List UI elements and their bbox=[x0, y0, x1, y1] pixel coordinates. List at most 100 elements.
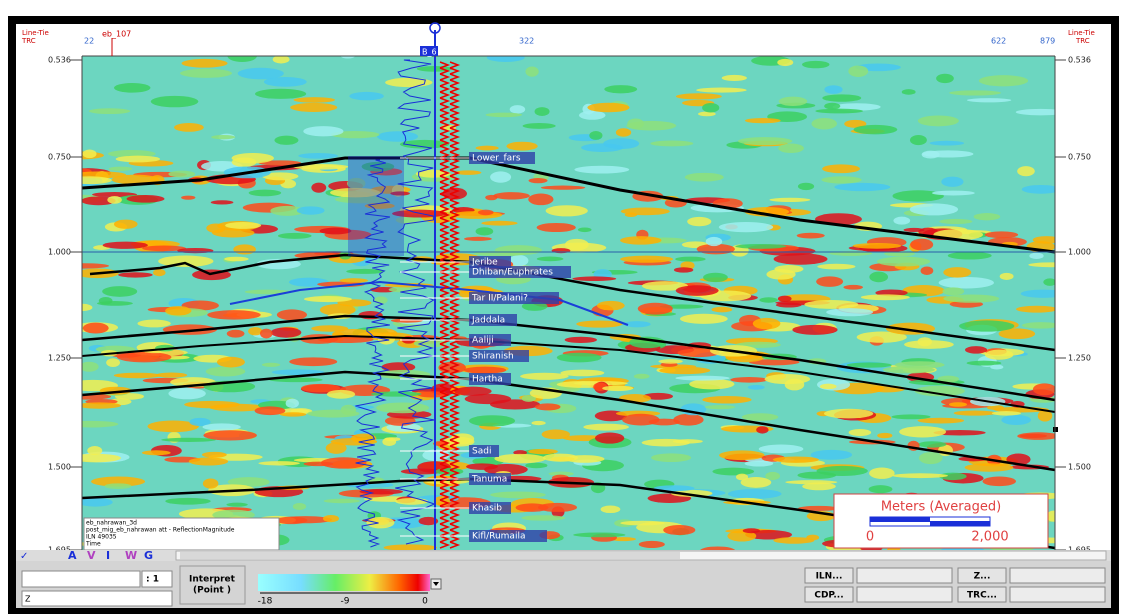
input-field[interactable] bbox=[21, 570, 141, 588]
synthetic-trace bbox=[449, 85, 461, 93]
synthetic-trace bbox=[439, 355, 451, 363]
seismic-blob bbox=[285, 398, 299, 408]
log-curve bbox=[395, 59, 436, 545]
synthetic-trace bbox=[449, 289, 461, 297]
step-field[interactable] bbox=[141, 570, 173, 588]
z-field[interactable] bbox=[21, 590, 173, 607]
synthetic-trace bbox=[449, 283, 461, 291]
horizon-label: Aaliji bbox=[472, 336, 494, 346]
field[interactable] bbox=[856, 586, 953, 603]
seismic-blob bbox=[982, 476, 1017, 487]
horizon-label: Khasib bbox=[472, 504, 502, 514]
seismic-blob bbox=[260, 328, 273, 339]
seismic-blob bbox=[319, 227, 352, 235]
field[interactable] bbox=[1009, 567, 1106, 584]
seismic-blob bbox=[82, 497, 113, 507]
synthetic-trace bbox=[439, 169, 451, 177]
synthetic-trace bbox=[439, 391, 451, 399]
synthetic-trace bbox=[439, 511, 451, 519]
seismic-blob bbox=[521, 515, 566, 521]
synthetic-trace bbox=[449, 271, 461, 279]
field[interactable] bbox=[856, 567, 953, 584]
seismic-blob bbox=[572, 276, 617, 281]
seismic-blob bbox=[388, 287, 413, 293]
seismic-blob bbox=[347, 177, 366, 190]
field[interactable] bbox=[1009, 586, 1106, 603]
seismic-blob bbox=[370, 286, 398, 293]
seismic-blob bbox=[764, 373, 811, 385]
seismic-blob bbox=[721, 74, 747, 82]
seismic-blob bbox=[909, 203, 959, 216]
seismic-blob bbox=[984, 231, 1019, 239]
synthetic-trace bbox=[449, 433, 461, 441]
button[interactable] bbox=[957, 567, 1007, 584]
mode-button[interactable] bbox=[179, 565, 246, 605]
seismic-blob bbox=[966, 360, 1002, 366]
synthetic-trace bbox=[449, 73, 461, 81]
trc-tick: 622 bbox=[991, 37, 1006, 46]
button[interactable] bbox=[804, 567, 854, 584]
seismic-blob bbox=[509, 105, 526, 114]
seismic-blob bbox=[370, 391, 422, 397]
synthetic-trace bbox=[439, 187, 451, 195]
seismic-blob bbox=[1015, 108, 1055, 116]
button[interactable] bbox=[804, 586, 854, 603]
seismic-blob bbox=[1032, 236, 1055, 244]
seismic-blob bbox=[82, 420, 119, 428]
seismic-blob bbox=[696, 87, 747, 93]
synthetic-trace bbox=[439, 127, 451, 135]
seismic-blob bbox=[848, 65, 869, 77]
seismic-blob bbox=[882, 366, 935, 374]
seismic-blob bbox=[165, 497, 211, 505]
synthetic-trace bbox=[449, 511, 461, 519]
seismic-blob bbox=[226, 329, 245, 338]
tool-button[interactable]: I bbox=[106, 549, 110, 562]
seismic-blob bbox=[150, 95, 199, 108]
synthetic-trace bbox=[439, 157, 451, 165]
synthetic-trace bbox=[439, 319, 451, 327]
synthetic-trace bbox=[439, 295, 451, 303]
synthetic-trace bbox=[439, 325, 451, 333]
log-fill bbox=[348, 156, 404, 256]
tool-button[interactable]: V bbox=[87, 549, 96, 562]
time-tick-label: 1.250 bbox=[48, 354, 71, 363]
seismic-blob bbox=[914, 385, 965, 397]
seismic-blob bbox=[777, 295, 792, 302]
horizon-tag bbox=[469, 152, 535, 164]
seismic-blob bbox=[909, 135, 927, 146]
seismic-blob bbox=[817, 263, 856, 270]
time-tick-label: 1.000 bbox=[1068, 248, 1091, 257]
tool-button[interactable]: G bbox=[144, 549, 153, 562]
seismic-blob bbox=[999, 272, 1014, 280]
seismic-blob bbox=[583, 423, 630, 431]
seismic-blob bbox=[1017, 432, 1055, 440]
seismic-blob bbox=[623, 321, 651, 328]
synthetic-trace bbox=[439, 181, 451, 189]
seismic-blob bbox=[548, 471, 574, 477]
scale-bar-segment bbox=[870, 517, 930, 522]
tool-button[interactable]: W bbox=[125, 549, 137, 562]
synthetic-trace bbox=[449, 139, 461, 147]
seismic-blob bbox=[1029, 252, 1044, 259]
seismic-blob bbox=[262, 172, 299, 181]
synthetic-trace bbox=[449, 391, 461, 399]
seismic-blob bbox=[463, 236, 492, 241]
seismic-blob bbox=[226, 502, 248, 507]
button[interactable] bbox=[957, 586, 1007, 603]
seismic-blob bbox=[202, 423, 241, 431]
scroll-thumb[interactable] bbox=[180, 552, 680, 559]
synthetic-trace bbox=[439, 151, 451, 159]
synthetic-trace bbox=[449, 115, 461, 123]
synthetic-trace bbox=[449, 169, 461, 177]
buttons: ILN... CDP... Z... TRC... bbox=[804, 567, 1106, 603]
tool-icon[interactable]: ✓ bbox=[20, 551, 28, 562]
seismic-blob bbox=[941, 176, 964, 187]
seismic-blob bbox=[168, 387, 206, 400]
seismic-blob bbox=[270, 205, 305, 216]
seismic-blob bbox=[330, 187, 381, 198]
seismic-blob bbox=[108, 166, 133, 171]
well-symbol bbox=[429, 22, 441, 34]
tool-button[interactable]: A bbox=[68, 549, 77, 562]
horizon-tag bbox=[469, 334, 511, 346]
seismic-blob bbox=[1028, 262, 1055, 268]
